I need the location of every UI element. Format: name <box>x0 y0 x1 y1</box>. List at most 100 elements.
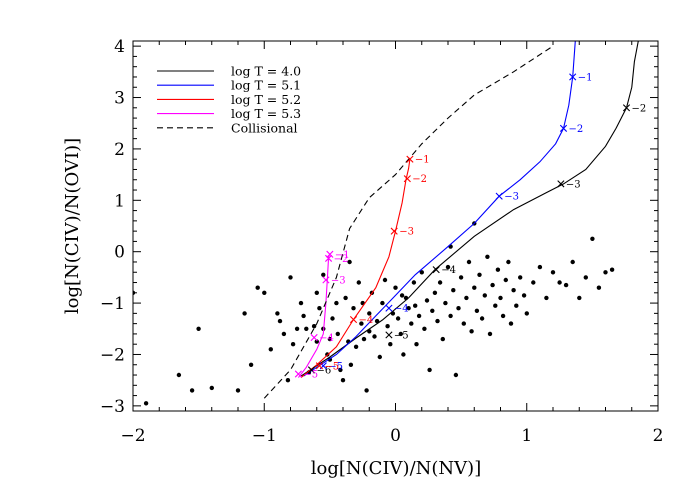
observation-point <box>506 259 511 265</box>
y-tick-label: −2 <box>100 345 125 365</box>
observation-point <box>359 321 364 326</box>
observation-point <box>458 275 464 280</box>
observation-point <box>334 300 339 306</box>
observation-point <box>500 313 506 319</box>
legend-label: log T = 4.0 <box>231 64 301 79</box>
curve-marker-label: −4 <box>359 315 374 326</box>
observation-point <box>427 367 432 373</box>
observation-point <box>347 259 352 265</box>
observation-point <box>461 321 466 326</box>
curve-marker-label: −5 <box>328 361 343 372</box>
observation-point <box>603 270 608 275</box>
observation-point <box>609 267 615 272</box>
observation-point <box>445 264 451 270</box>
observation-point <box>413 303 418 308</box>
observation-point <box>398 331 403 337</box>
observation-point <box>557 280 562 285</box>
observation-point <box>419 270 424 275</box>
observation-point <box>477 272 482 277</box>
curve-marker <box>432 266 440 274</box>
observation-point <box>335 331 340 337</box>
curve-marker-label: −3 <box>399 227 414 238</box>
observation-point <box>372 334 377 339</box>
observation-point <box>493 303 498 308</box>
observation-point <box>537 264 543 270</box>
observation-point <box>451 288 456 293</box>
observation-point <box>518 275 523 280</box>
observation-point <box>176 372 182 378</box>
observation-point <box>479 316 485 321</box>
y-axis-title: log[N(CIV)/N(OVI)] <box>62 138 83 314</box>
observation-point <box>262 290 267 295</box>
observation-point <box>443 300 448 306</box>
y-tick-label: 0 <box>114 243 125 263</box>
y-tick-label: 3 <box>114 89 125 109</box>
observation-point <box>340 378 346 383</box>
x-tick-label: 1 <box>521 426 532 446</box>
observation-point <box>327 336 333 342</box>
observation-point <box>524 311 529 316</box>
observation-point <box>317 306 322 311</box>
plot-frame <box>132 40 659 412</box>
x-tick-label: −2 <box>120 426 145 446</box>
curve-marker <box>622 104 631 112</box>
legend-label: log T = 5.1 <box>231 78 301 93</box>
curve-marker <box>403 175 411 183</box>
observation-point <box>343 295 348 301</box>
observation-point <box>209 385 214 391</box>
observation-point <box>414 342 419 347</box>
observation-point <box>395 316 401 321</box>
curve-marker <box>294 370 302 378</box>
observation-point <box>364 388 369 393</box>
observation-point <box>422 326 427 331</box>
observation-point <box>248 362 254 367</box>
observation-point <box>596 285 602 290</box>
observation-points <box>133 221 615 406</box>
observation-point <box>290 342 296 347</box>
observation-point <box>277 318 283 324</box>
observation-point <box>380 300 385 306</box>
observation-point <box>288 275 293 280</box>
observation-point <box>330 316 335 321</box>
observation-point <box>321 272 326 277</box>
observation-point <box>550 270 556 275</box>
curve-marker-label: −4 <box>394 304 409 315</box>
observation-point <box>382 277 388 283</box>
legend-label: log T = 5.3 <box>231 106 301 121</box>
legend-label: Collisional <box>231 120 298 135</box>
observation-point <box>531 280 536 285</box>
observation-point <box>388 342 393 347</box>
curve-marker-label: −5 <box>324 361 339 372</box>
curve-marker <box>307 366 316 374</box>
curve-marker-label: −3 <box>331 276 346 287</box>
curve-marker-label: −5 <box>303 370 318 381</box>
curve-marker-label: −1 <box>415 155 430 166</box>
series-line-4 <box>297 254 331 378</box>
observation-point <box>348 362 354 367</box>
observation-point <box>464 295 469 301</box>
observation-point <box>268 347 273 352</box>
curve-marker <box>385 331 393 339</box>
curve-marker-label: −2 <box>412 174 427 185</box>
observation-point <box>377 354 382 360</box>
legend-label: log T = 5.2 <box>231 92 301 107</box>
y-tick-label: −3 <box>100 397 125 417</box>
curve-marker-label: −4 <box>441 265 456 276</box>
observation-point <box>196 326 201 331</box>
curve-marker-label: −3 <box>566 179 581 190</box>
observation-point <box>583 275 588 280</box>
observation-point <box>466 259 472 265</box>
observation-point <box>514 303 519 308</box>
observation-point <box>281 331 287 337</box>
observation-point <box>424 298 430 303</box>
curve-marker <box>557 180 565 188</box>
observation-point <box>393 285 398 290</box>
observation-point <box>353 344 359 349</box>
observation-point <box>235 388 241 393</box>
observation-point <box>490 282 495 288</box>
observation-point <box>401 352 406 357</box>
observation-point <box>189 388 195 393</box>
y-tick-label: 2 <box>114 140 125 160</box>
